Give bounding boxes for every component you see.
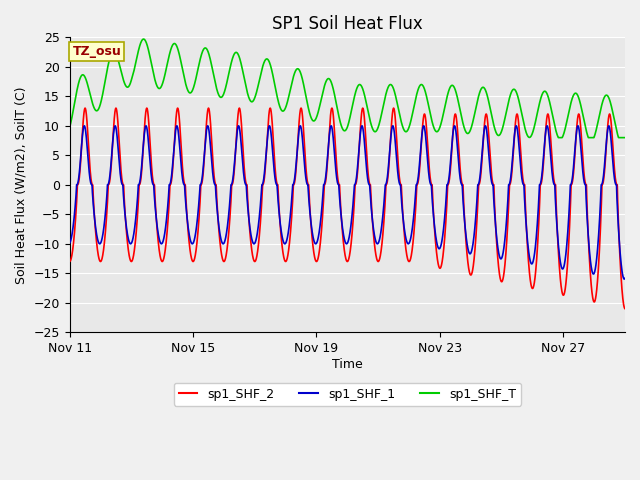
sp1_SHF_T xyxy=(472,105,480,111)
sp1_SHF_T xyxy=(140,36,147,42)
sp1_SHF_2 xyxy=(327,111,335,117)
sp1_SHF_T xyxy=(621,135,629,141)
sp1_SHF_2 xyxy=(166,192,173,197)
sp1_SHF_1 xyxy=(504,206,511,212)
Line: sp1_SHF_T: sp1_SHF_T xyxy=(70,39,625,138)
X-axis label: Time: Time xyxy=(332,358,363,371)
sp1_SHF_2 xyxy=(81,105,89,111)
sp1_SHF_1 xyxy=(621,276,628,282)
sp1_SHF_1 xyxy=(620,276,628,282)
Title: SP1 Soil Heat Flux: SP1 Soil Heat Flux xyxy=(272,15,422,33)
Y-axis label: Soil Heat Flux (W/m2), SoilT (C): Soil Heat Flux (W/m2), SoilT (C) xyxy=(15,86,28,284)
sp1_SHF_T xyxy=(166,51,173,57)
Legend: sp1_SHF_2, sp1_SHF_1, sp1_SHF_T: sp1_SHF_2, sp1_SHF_1, sp1_SHF_T xyxy=(173,383,521,406)
sp1_SHF_T xyxy=(554,135,562,141)
sp1_SHF_T xyxy=(66,124,74,130)
sp1_SHF_1 xyxy=(441,209,449,215)
Text: TZ_osu: TZ_osu xyxy=(72,45,121,58)
sp1_SHF_1 xyxy=(81,123,88,129)
sp1_SHF_T xyxy=(621,135,628,141)
sp1_SHF_T xyxy=(441,103,449,108)
sp1_SHF_1 xyxy=(166,182,173,188)
sp1_SHF_2 xyxy=(472,235,480,240)
sp1_SHF_2 xyxy=(504,228,511,234)
sp1_SHF_1 xyxy=(621,276,629,281)
sp1_SHF_1 xyxy=(66,240,74,246)
sp1_SHF_T xyxy=(327,78,335,84)
Line: sp1_SHF_1: sp1_SHF_1 xyxy=(70,126,625,279)
sp1_SHF_2 xyxy=(621,305,628,311)
sp1_SHF_T xyxy=(504,104,511,110)
sp1_SHF_2 xyxy=(441,229,449,235)
sp1_SHF_2 xyxy=(621,306,629,312)
sp1_SHF_1 xyxy=(327,123,335,129)
Line: sp1_SHF_2: sp1_SHF_2 xyxy=(70,108,625,309)
sp1_SHF_1 xyxy=(472,213,480,219)
sp1_SHF_2 xyxy=(66,259,74,264)
